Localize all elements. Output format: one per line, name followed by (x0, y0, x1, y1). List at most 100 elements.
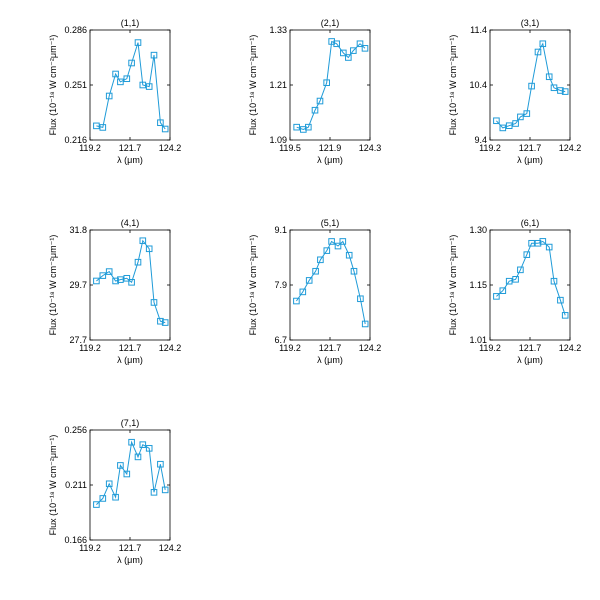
data-point (545, 73, 553, 81)
series-line (296, 40, 366, 131)
data-point (512, 120, 519, 127)
data-point (112, 493, 119, 501)
x-tick-label: 124.2 (159, 543, 182, 553)
data-point (117, 78, 124, 86)
data-point (305, 277, 313, 284)
data-point (345, 54, 352, 61)
x-tick-label: 121.7 (319, 343, 342, 353)
data-point (356, 40, 364, 48)
panel-title: (7,1) (121, 418, 140, 428)
data-point (123, 75, 131, 83)
data-point (128, 279, 135, 286)
y-tick-label: 29.7 (69, 280, 87, 290)
y-tick-label: 9.1 (274, 225, 287, 235)
data-point (150, 51, 158, 59)
x-tick-label: 119.2 (279, 343, 301, 353)
data-point (545, 243, 553, 251)
y-tick-label: 31.8 (69, 225, 87, 235)
data-point (328, 38, 335, 45)
data-point (505, 122, 513, 130)
y-tick-label: 1.15 (469, 280, 487, 290)
data-point (561, 88, 569, 95)
data-point (339, 238, 347, 245)
data-point (528, 82, 535, 90)
data-point (350, 47, 357, 54)
y-axis-label: Flux (10⁻¹⁸ W cm⁻²μm⁻¹) (48, 235, 58, 336)
y-axis-label: Flux (10⁻¹⁸ W cm⁻²μm⁻¹) (248, 35, 258, 136)
series-line (496, 42, 566, 129)
data-point (157, 119, 164, 127)
data-point (161, 125, 169, 133)
data-point (105, 268, 113, 275)
data-point (93, 501, 100, 508)
data-point (517, 113, 524, 121)
data-point (334, 242, 342, 250)
panel-1: (1,1) 119.2 121.7 124.2 0.216 0.251 0.286 λ (μm… (48, 18, 181, 165)
axes-frame (489, 29, 571, 141)
series-line (295, 240, 366, 325)
y-tick-label: 6.7 (274, 335, 287, 345)
data-point (323, 79, 330, 87)
axes-frame (89, 429, 171, 541)
data-point (134, 39, 142, 46)
x-axis-label: λ (μm) (317, 355, 343, 365)
data-point (99, 272, 107, 279)
data-point (93, 277, 100, 285)
data-point (312, 267, 319, 275)
y-tick-label: 0.211 (65, 480, 87, 490)
data-point (534, 48, 542, 56)
data-point (534, 239, 542, 247)
data-point (317, 256, 324, 264)
data-point (145, 83, 153, 90)
panel-3: (3,1) 119.2 121.7 124.2 9.4 10.4 11.4 λ (μm) Flu… (448, 18, 581, 165)
data-point (293, 123, 300, 131)
y-tick-label: 1.33 (269, 25, 287, 35)
data-point (150, 489, 158, 496)
data-point (299, 288, 307, 296)
x-axis-label: λ (μm) (117, 155, 143, 165)
data-point (157, 317, 164, 325)
series-line (496, 240, 566, 316)
data-point (561, 312, 569, 319)
data-point (300, 126, 307, 133)
y-tick-label: 9.4 (474, 135, 487, 145)
data-point (161, 319, 169, 326)
x-tick-label: 121.7 (119, 343, 142, 353)
y-tick-label: 27.7 (69, 335, 87, 345)
x-tick-label: 121.7 (519, 143, 542, 153)
x-tick-label: 119.2 (79, 543, 101, 553)
axes-frame (289, 229, 371, 341)
data-point (328, 238, 335, 245)
y-axis-label: Flux (10⁻¹⁸ W cm⁻²μm⁻¹) (48, 35, 58, 136)
series-line (96, 42, 166, 130)
x-tick-label: 124.2 (159, 143, 182, 153)
y-axis-label: Flux (10⁻¹⁸ W cm⁻²μm⁻¹) (248, 235, 258, 336)
y-axis-label: Flux (10⁻¹⁸ W cm⁻²μm⁻¹) (448, 35, 458, 136)
data-point (523, 110, 531, 117)
panel-6: (6,1) 119.2 121.7 124.2 1.01 1.15 1.30 λ (μm) Fl… (448, 218, 581, 365)
panel-4: (4,1) 119.2 121.7 124.2 27.7 29.7 31.8 λ (μm) Fl… (48, 218, 181, 365)
data-point (99, 124, 107, 131)
x-axis-label: λ (μm) (117, 355, 143, 365)
data-point (345, 251, 353, 259)
x-tick-label: 119.2 (79, 343, 101, 353)
data-point (99, 495, 107, 502)
x-axis-label: λ (μm) (317, 155, 343, 165)
data-point (117, 276, 124, 283)
data-point (134, 453, 142, 461)
data-point (340, 49, 347, 57)
series-line (96, 239, 166, 324)
x-tick-label: 124.3 (359, 143, 382, 153)
y-tick-label: 11.4 (470, 25, 487, 35)
panel-title: (5,1) (321, 218, 340, 228)
x-tick-label: 124.2 (159, 343, 182, 353)
panel-title: (4,1) (121, 218, 140, 228)
y-tick-label: 1.01 (469, 335, 487, 345)
y-tick-label: 0.286 (64, 25, 87, 35)
x-tick-label: 121.9 (319, 143, 342, 153)
data-point (499, 287, 507, 294)
y-tick-label: 0.251 (64, 80, 87, 90)
data-point (112, 277, 119, 285)
data-point (311, 106, 319, 114)
